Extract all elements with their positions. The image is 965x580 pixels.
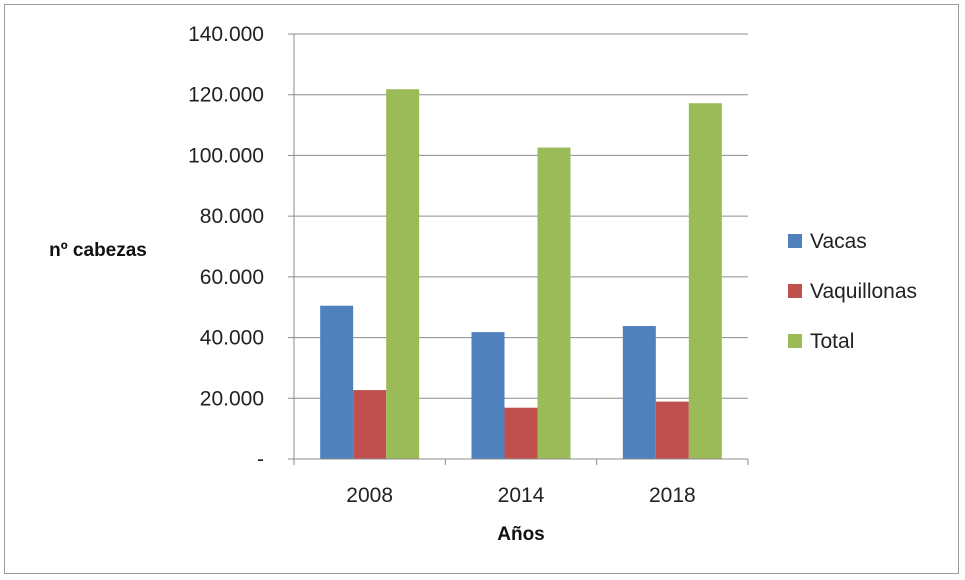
gridlines (294, 33, 748, 399)
bar-total-2008 (386, 89, 420, 459)
legend-swatch-total (788, 334, 802, 348)
y-tick-label: 140.000 (188, 23, 264, 46)
y-tick-labels: - 20.000 40.000 60.000 80.000 100.000 120.000 1… (188, 23, 264, 471)
x-tick-label: 2008 (346, 484, 393, 507)
axes (288, 33, 749, 465)
y-tick-label: 100.000 (188, 144, 264, 167)
x-tick-labels: 2008 2014 2018 (346, 484, 695, 507)
legend-label-vaquillonas: Vaquillonas (810, 280, 917, 303)
bar-vacas-2008 (320, 305, 354, 459)
bar-vaquillonas-2008 (353, 390, 387, 459)
x-axis-title: Años (497, 524, 545, 545)
bar-vaquillonas-2018 (655, 401, 689, 459)
y-tick-label: 60.000 (200, 266, 264, 289)
y-tick-label: 40.000 (200, 327, 264, 350)
legend-label-vacas: Vacas (810, 230, 867, 253)
bar-vacas-2018 (622, 326, 656, 459)
bar-vaquillonas-2014 (504, 407, 538, 459)
bar-vacas-2014 (471, 332, 505, 459)
legend-swatch-vaquillonas (788, 284, 802, 298)
x-tick-label: 2018 (649, 484, 696, 507)
bar-total-2014 (537, 147, 571, 460)
y-tick-label: - (257, 448, 264, 471)
y-axis-title: nº cabezas (49, 240, 147, 261)
bar-total-2018 (688, 103, 722, 459)
legend-label-total: Total (810, 330, 854, 353)
y-tick-label: 20.000 (200, 387, 264, 410)
legend: Vacas Vaquillonas Total (788, 230, 917, 353)
legend-swatch-vacas (788, 234, 802, 248)
x-tick-label: 2014 (498, 484, 545, 507)
y-tick-label: 120.000 (188, 84, 264, 107)
y-tick-label: 80.000 (200, 205, 264, 228)
bars (320, 89, 722, 460)
